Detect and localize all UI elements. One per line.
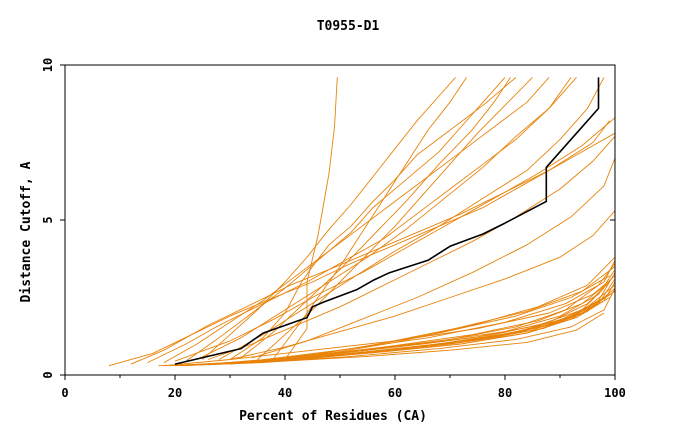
series-line-model-n xyxy=(218,77,605,360)
series-line-model-f xyxy=(202,77,456,360)
x-tick-label-80: 80 xyxy=(498,386,512,400)
axis-layer: 0 20 40 60 80 100 0 5 10 xyxy=(41,58,626,400)
x-tick-label-40: 40 xyxy=(278,386,292,400)
series-line-model-am xyxy=(312,256,616,357)
x-tick-label-0: 0 xyxy=(61,386,68,400)
x-axis-label: Percent of Residues (CA) xyxy=(239,409,427,424)
series-line-model-ai xyxy=(262,290,616,363)
series-line-model-c xyxy=(147,77,572,364)
series-line-model-b xyxy=(130,120,610,365)
series-line-model-e xyxy=(185,77,506,362)
series-line-model-m xyxy=(240,77,511,359)
series-line-model-j xyxy=(229,77,517,360)
y-tick-label-5: 5 xyxy=(41,216,55,223)
y-tick-label-10: 10 xyxy=(41,58,55,72)
y-tick-label-0: 0 xyxy=(41,371,55,378)
series-line-model-l xyxy=(207,136,616,360)
series-line-highlighted-model xyxy=(174,77,600,365)
chart-title: T0955-D1 xyxy=(317,19,380,34)
series-line-model-q xyxy=(251,157,616,359)
x-tick-label-60: 60 xyxy=(388,386,402,400)
x-tick-label-100: 100 xyxy=(604,386,626,400)
x-tick-label-20: 20 xyxy=(168,386,182,400)
y-axis-label: Distance Cutoff, A xyxy=(19,161,34,302)
series-line-model-u xyxy=(196,263,616,366)
series-layer xyxy=(108,77,616,367)
series-line-model-h xyxy=(196,77,577,360)
series-line-model-ag xyxy=(158,312,605,367)
series-line-model-o xyxy=(273,77,467,359)
series-line-model-r xyxy=(163,275,616,367)
series-line-model-d xyxy=(163,77,550,363)
